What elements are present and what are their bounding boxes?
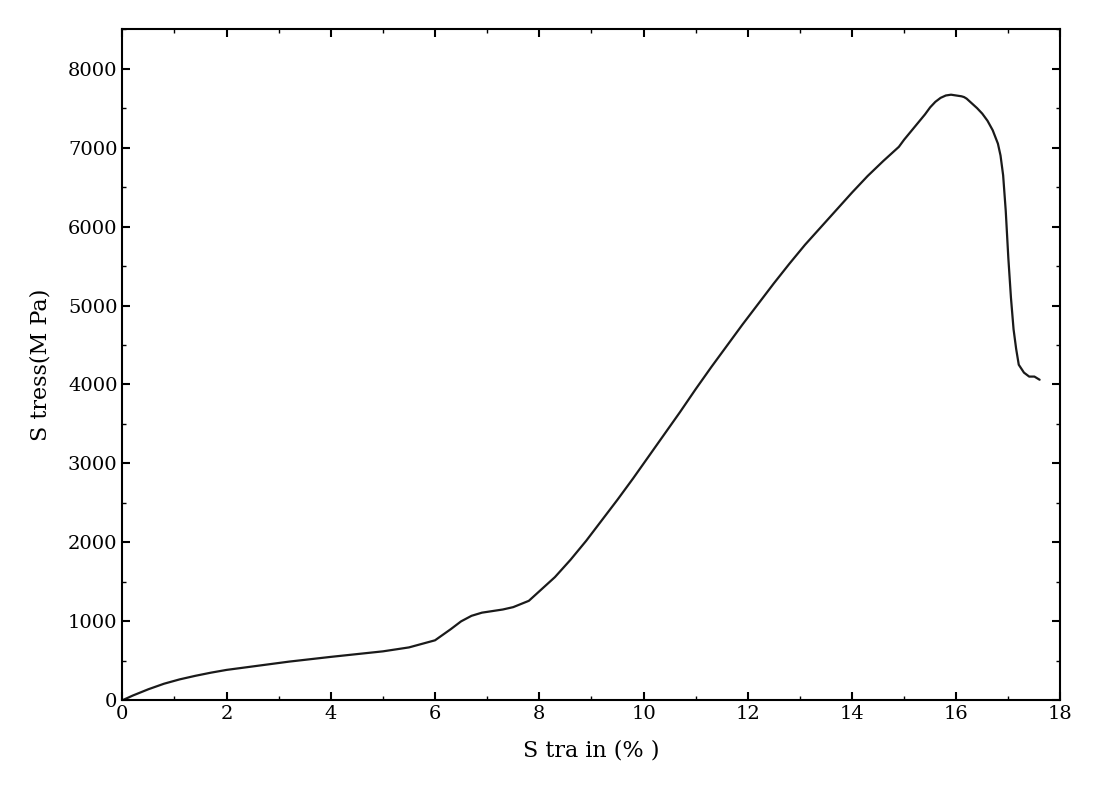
Y-axis label: S tress(M Pa): S tress(M Pa): [29, 289, 51, 441]
X-axis label: S tra in (% ): S tra in (% ): [523, 740, 660, 762]
